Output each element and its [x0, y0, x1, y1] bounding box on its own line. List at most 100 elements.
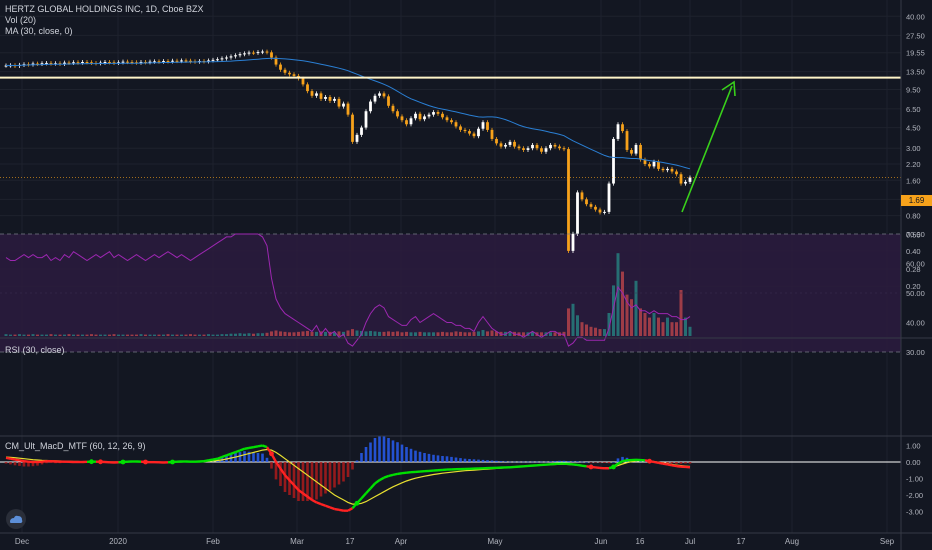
volume-bar — [373, 331, 377, 336]
candle-body — [657, 161, 660, 169]
volume-bar — [355, 330, 359, 336]
macd-histogram-bar — [333, 462, 336, 488]
candle-body — [360, 127, 363, 135]
macd-histogram-bar — [337, 462, 341, 485]
candle-body — [211, 59, 215, 61]
time-tick-label: Feb — [206, 537, 220, 546]
candle-body — [675, 171, 678, 175]
macd-legend-label[interactable]: CM_Ult_MacD_MTF (60, 12, 26, 9) — [5, 441, 146, 451]
macd-histogram-bar — [639, 460, 642, 462]
volume-bar — [486, 331, 489, 336]
macd-histogram-bar — [499, 461, 503, 462]
rsi-legend-label[interactable]: RSI (30, close) — [5, 345, 65, 355]
candle-body — [499, 143, 503, 147]
macd-histogram-bar — [598, 462, 602, 463]
macd-tick-label: 0.00 — [906, 458, 921, 467]
candle-body — [594, 206, 597, 210]
candle-body — [549, 144, 552, 149]
volume-bar — [144, 334, 147, 336]
volume-bar — [679, 290, 683, 336]
volume-bar — [4, 334, 8, 336]
volume-bar — [324, 331, 327, 336]
volume-bar — [468, 332, 471, 336]
volume-bar — [85, 334, 89, 336]
volume-bar — [684, 317, 687, 336]
volume-bar — [418, 331, 422, 336]
tradingview-logo-icon[interactable] — [6, 509, 26, 529]
candle-body — [103, 61, 107, 63]
macd-line-segment — [653, 460, 659, 465]
macd-cross-dot — [89, 459, 94, 465]
volume-bar — [184, 334, 188, 336]
macd-histogram-bar — [585, 462, 588, 463]
macd-cross-dot — [354, 500, 360, 506]
volume-bar — [157, 334, 161, 336]
macd-histogram-bar — [9, 462, 12, 465]
candle-body — [85, 61, 89, 63]
volume-legend[interactable]: Vol (20) — [5, 15, 37, 25]
ma-legend[interactable]: MA (30, close, 0) — [5, 26, 73, 36]
candle-body — [603, 211, 606, 213]
macd-line-segment — [360, 492, 367, 500]
candle-body — [373, 95, 377, 102]
macd-line-segment — [257, 444, 263, 448]
macd-line-segment — [378, 476, 385, 482]
volume-bar — [63, 334, 66, 336]
candle-body — [72, 62, 75, 64]
macd-line-segment — [667, 463, 673, 467]
macd-line-segment — [365, 487, 372, 495]
macd-histogram-bar — [360, 453, 363, 462]
volume-bar — [337, 331, 341, 336]
main-legend[interactable]: HERTZ GLOBAL HOLDINGS INC, 1D, Cboe BZX … — [5, 4, 204, 37]
candle-body — [400, 116, 404, 121]
time-tick-label: Aug — [785, 537, 799, 546]
macd-histogram-bar — [607, 462, 611, 464]
rsi-pane — [0, 233, 901, 353]
volume-bar — [310, 331, 314, 336]
volume-bar — [634, 280, 638, 336]
candle-body — [121, 61, 125, 63]
volume-bar — [450, 332, 453, 336]
macd-legend[interactable]: CM_Ult_MacD_MTF (60, 12, 26, 9) — [5, 441, 146, 452]
candle-body — [252, 52, 255, 54]
price-tick-label: 27.50 — [906, 31, 925, 40]
candle-body — [324, 96, 327, 99]
volume-bar — [463, 332, 467, 336]
candle-body — [189, 60, 192, 62]
volume-bar — [643, 313, 647, 336]
volume-bar — [54, 334, 57, 336]
candle-body — [450, 120, 453, 123]
macd-line-segment — [253, 445, 259, 449]
macd-histogram-bar — [472, 459, 476, 462]
candle-body — [63, 62, 66, 64]
candle-body — [378, 93, 381, 96]
macd-line-segment — [325, 504, 331, 509]
volume-bar — [589, 326, 593, 336]
candle-body — [342, 103, 345, 107]
candle-body — [166, 61, 170, 63]
candle-body — [310, 91, 314, 96]
macd-histogram-bar — [531, 461, 534, 463]
volume-bar — [40, 334, 44, 336]
time-axis: Dec 2020 Feb Mar 17 Apr May Jun 16 Jul 17 Aug Sep — [15, 537, 895, 546]
macd-line-segment — [320, 502, 326, 507]
volume-bar — [171, 334, 174, 336]
macd-histogram-bar — [373, 438, 377, 462]
volume-bar — [108, 334, 111, 336]
rsi-legend[interactable]: RSI (30, close) — [5, 345, 65, 356]
macd-histogram-bar — [526, 461, 530, 463]
macd-histogram-bar — [544, 461, 548, 463]
volume-bar — [369, 330, 372, 336]
volume-bar — [621, 271, 624, 336]
symbol-title[interactable]: HERTZ GLOBAL HOLDINGS INC, 1D, Cboe BZX — [5, 4, 204, 14]
volume-bar — [220, 334, 224, 336]
forecast-arrow[interactable] — [681, 80, 736, 213]
candle-body — [265, 51, 269, 53]
macd-histogram-bar — [688, 462, 692, 464]
time-tick-label: Jun — [595, 537, 608, 546]
candle-body — [558, 146, 561, 149]
macd-histogram-bar — [414, 450, 417, 462]
candle-body — [522, 148, 525, 150]
volume-bar — [283, 331, 287, 336]
